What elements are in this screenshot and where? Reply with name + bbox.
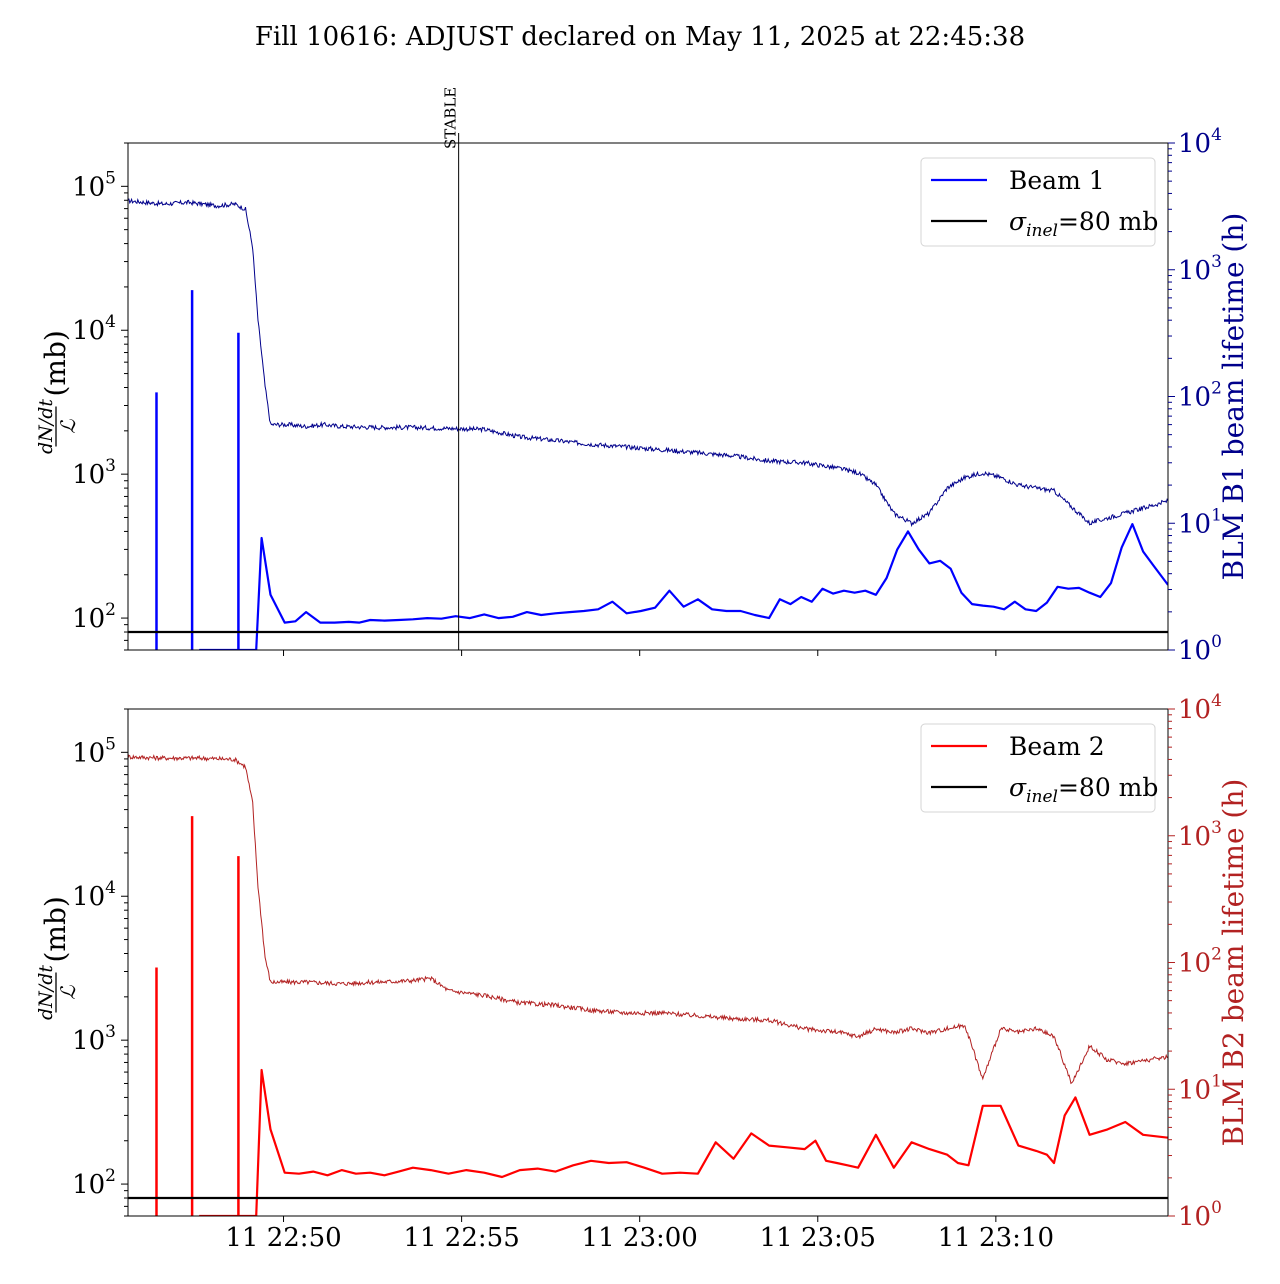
legend: Beam 1 σinel=80 mb	[920, 157, 1158, 247]
plot-area	[128, 197, 1168, 650]
y-right-tick-label: 101	[1178, 1071, 1222, 1105]
y-right-tick-label: 104	[1178, 125, 1222, 159]
y-right-tick-label: 100	[1178, 632, 1222, 666]
y-left-label-unit: (mb)	[39, 896, 72, 962]
x-tick-label: 11 23:05	[760, 1223, 876, 1253]
y-left-tick-label: 103	[72, 1022, 116, 1056]
y-left-label-denominator: ℒ	[56, 985, 80, 1000]
cross-section-series-line	[199, 1068, 1168, 1216]
y-left-tick-label: 105	[72, 168, 116, 202]
y-right-tick-label: 102	[1178, 945, 1222, 979]
panel-bottom: 102 103 104 105 100 101 102 103 104 11 22:50 11 22…	[35, 691, 1250, 1253]
legend-entry-label: Beam 1	[1009, 166, 1105, 195]
y-left-label-unit: (mb)	[39, 330, 72, 396]
y-left-tick-label: 104	[72, 878, 116, 912]
lifetime-series-line	[128, 754, 1168, 1085]
y-left-label-numerator: dN/dt	[35, 399, 57, 454]
y-left-label-numerator: dN/dt	[35, 965, 57, 1020]
y-right-tick-label: 104	[1178, 691, 1222, 725]
y-left-tick-label: 105	[72, 734, 116, 768]
x-tick-label: 11 23:10	[938, 1223, 1054, 1253]
y-left-label-denominator: ℒ	[56, 419, 80, 434]
y-left-tick-label: 103	[72, 456, 116, 490]
legend-entry-label: Beam 2	[1009, 732, 1105, 761]
figure-title: Fill 10616: ADJUST declared on May 11, 2…	[255, 22, 1025, 52]
legend: Beam 2 σinel=80 mb	[920, 723, 1158, 813]
y-right-tick-label: 102	[1178, 379, 1222, 413]
y-right-axis-label: BLM B1 beam lifetime (h)	[1217, 213, 1250, 581]
panel-top: STABLE 102 103 104 105 100 101 102 103 104 dN/dt ℒ (…	[35, 87, 1250, 666]
y-left-tick-label: 102	[72, 600, 116, 634]
y-right-tick-label: 103	[1178, 818, 1222, 852]
y-left-tick-label: 104	[72, 312, 116, 346]
y-left-axis-label: dN/dt ℒ (mb)	[35, 896, 80, 1020]
y-right-tick-label: 100	[1178, 1198, 1222, 1232]
legend-entry-label: σinel=80 mb	[1009, 773, 1158, 807]
cross-section-series-line	[199, 523, 1168, 650]
y-right-axis-label: BLM B2 beam lifetime (h)	[1217, 779, 1250, 1147]
lifetime-series-line	[128, 197, 1168, 528]
x-tick-label: 11 22:50	[225, 1223, 341, 1253]
y-right-tick-label: 101	[1178, 505, 1222, 539]
y-left-tick-label: 102	[72, 1166, 116, 1200]
x-tick-label: 11 23:00	[582, 1223, 698, 1253]
plot-area	[128, 754, 1168, 1216]
legend-entry-label: σinel=80 mb	[1009, 207, 1158, 241]
x-tick-label: 11 22:55	[403, 1223, 519, 1253]
stable-marker-label: STABLE	[442, 87, 460, 149]
y-left-axis-label: dN/dt ℒ (mb)	[35, 330, 80, 454]
y-right-tick-label: 103	[1178, 252, 1222, 286]
